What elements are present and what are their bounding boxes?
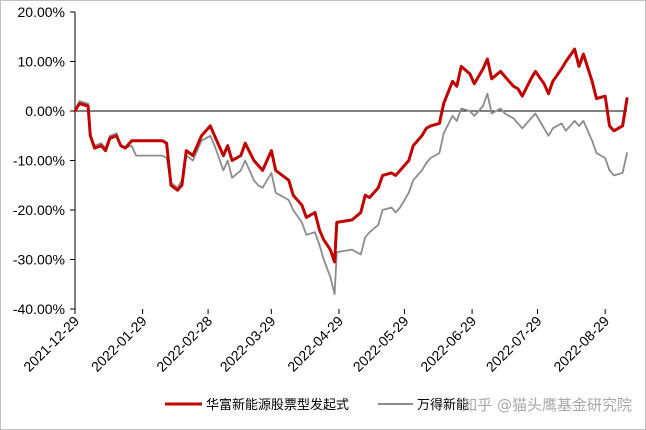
x-tick-label: 2022-07-29 (483, 313, 545, 375)
y-tick-label: 20.00% (18, 4, 65, 20)
y-tick-label: 0.00% (25, 103, 65, 119)
series-line-index (74, 92, 628, 295)
x-tick-label: 2022-08-29 (550, 313, 612, 375)
y-tick-label: -20.00% (13, 202, 65, 218)
x-tick-label: 2022-04-29 (284, 313, 346, 375)
watermark-text: 知乎 @猫头鹰基金研究院 (462, 396, 632, 414)
x-axis: 2021-12-29 2022-01-29 2022-02-28 2022-03-29… (20, 110, 627, 375)
y-tick-label: 10.00% (18, 54, 65, 70)
y-axis: 20.00% 10.00% 0.00% -10.00% -20.00% -30.00% -4… (13, 4, 76, 317)
legend-label-fund: 华富新能源股票型发起式 (206, 397, 349, 413)
legend-label-index: 万得新能 (417, 397, 469, 413)
series-lines (73, 47, 629, 295)
series-line-fund (73, 47, 629, 264)
x-tick-label: 2022-03-29 (217, 313, 279, 375)
y-tick-label: -40.00% (13, 301, 65, 317)
x-tick-label: 2022-01-29 (88, 313, 150, 375)
legend: 华富新能源股票型发起式 万得新能 (165, 397, 469, 413)
x-tick-label: 2022-05-29 (350, 313, 412, 375)
x-tick-label: 2022-06-29 (417, 313, 479, 375)
y-tick-label: -10.00% (13, 153, 65, 169)
x-tick-label: 2022-02-28 (153, 313, 215, 375)
x-tick-label: 2021-12-29 (20, 313, 82, 375)
y-tick-label: -30.00% (13, 252, 65, 268)
